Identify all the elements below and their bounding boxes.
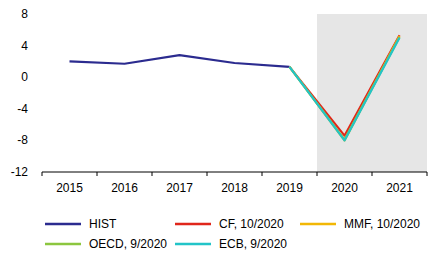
x-tick xyxy=(207,172,208,176)
x-tick-label: 2016 xyxy=(111,181,138,195)
series-line xyxy=(290,35,400,135)
y-tick xyxy=(38,77,42,78)
legend-swatch xyxy=(45,223,81,226)
y-tick-label: -12 xyxy=(11,165,29,179)
y-tick xyxy=(38,140,42,141)
x-tick xyxy=(317,172,318,176)
legend-label: CF, 10/2020 xyxy=(219,217,284,231)
series-line xyxy=(290,37,400,140)
legend-swatch xyxy=(175,243,211,246)
x-axis-line xyxy=(42,172,427,173)
x-tick-label: 2021 xyxy=(386,181,413,195)
y-tick xyxy=(38,45,42,46)
x-tick-label: 2020 xyxy=(331,181,358,195)
y-tick-label: -8 xyxy=(17,133,28,147)
x-tick-label: 2017 xyxy=(166,181,193,195)
series-line xyxy=(290,38,400,141)
series-line xyxy=(290,36,400,140)
legend-swatch xyxy=(175,223,211,226)
legend-label: ECB, 9/2020 xyxy=(219,237,287,251)
y-tick-label: -4 xyxy=(17,102,28,116)
legend-label: MMF, 10/2020 xyxy=(344,217,420,231)
forecast-shading xyxy=(317,14,427,172)
x-tick-label: 2019 xyxy=(276,181,303,195)
legend-label: OECD, 9/2020 xyxy=(89,237,167,251)
x-tick-label: 2015 xyxy=(56,181,83,195)
legend-swatch xyxy=(45,243,81,246)
y-tick-label: 8 xyxy=(21,7,28,21)
plot-area xyxy=(70,35,400,140)
y-tick-label: 0 xyxy=(21,70,28,84)
x-tick xyxy=(152,172,153,176)
y-tick xyxy=(38,14,42,15)
x-tick xyxy=(97,172,98,176)
series-line xyxy=(70,55,290,67)
y-tick xyxy=(38,108,42,109)
x-tick xyxy=(427,172,428,176)
x-tick-label: 2018 xyxy=(221,181,248,195)
x-tick xyxy=(262,172,263,176)
legend-label: HIST xyxy=(89,217,117,231)
y-tick xyxy=(38,172,42,173)
x-tick xyxy=(372,172,373,176)
y-tick-label: 4 xyxy=(21,39,28,53)
chart-svg: -12 -8 -4 0 4 8 2015 2016 2017 2018 2019 2020 2021 HI… xyxy=(0,0,447,264)
legend-swatch xyxy=(300,223,336,226)
x-tick xyxy=(42,172,43,176)
chart-container: -12 -8 -4 0 4 8 2015 2016 2017 2018 2019 2020 2021 HI… xyxy=(0,0,447,264)
